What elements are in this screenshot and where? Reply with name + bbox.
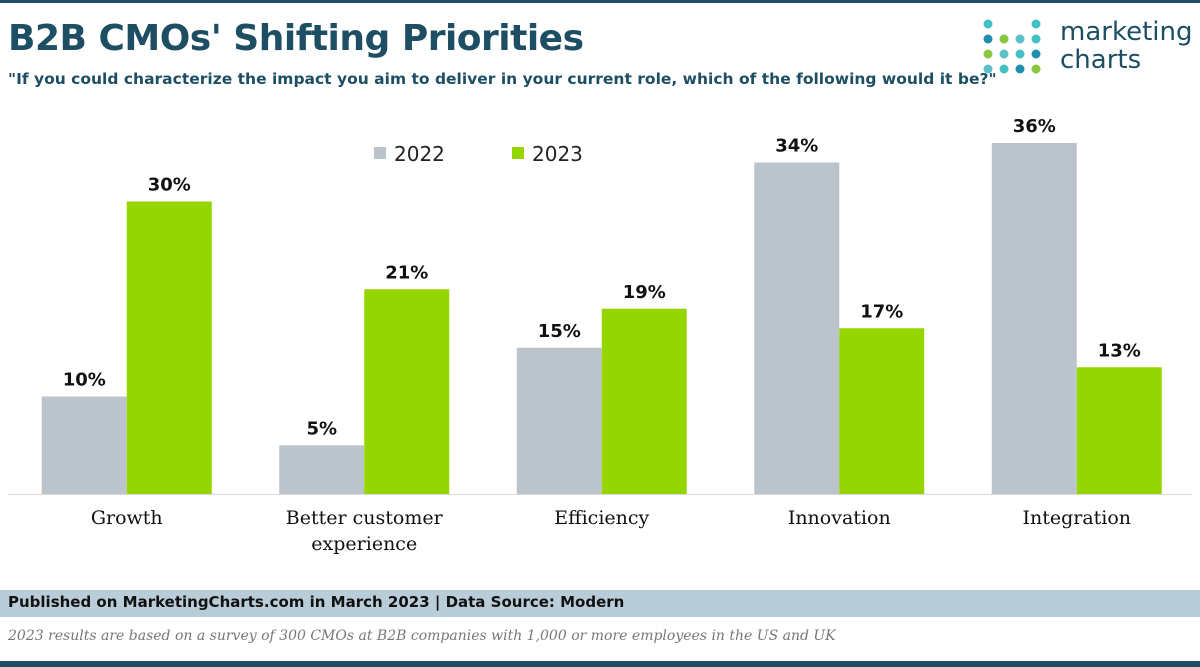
logo-dot (1015, 49, 1025, 59)
logo-dot (1015, 64, 1025, 74)
bar-2023-4 (1076, 367, 1162, 494)
logo-dot (983, 49, 993, 59)
logo-dot (1031, 34, 1041, 44)
category-label-3: Innovation (788, 507, 891, 529)
bar-2022-1 (279, 445, 365, 494)
top-border (0, 0, 1200, 3)
logo-dots-icon (983, 19, 1041, 74)
logo-dot (999, 64, 1009, 74)
chart-subtitle: "If you could characterize the impact yo… (8, 70, 997, 88)
legend-label-2022: 2022 (394, 142, 445, 166)
logo-dot (1015, 34, 1025, 44)
data-label-2023-4: 13% (1098, 340, 1141, 361)
bar-2022-4 (991, 143, 1077, 494)
logo-dot (1031, 64, 1041, 74)
legend-swatch-2023 (512, 147, 524, 159)
category-label-0: Growth (91, 507, 163, 529)
data-label-2022-2: 15% (538, 321, 581, 342)
logo-dot (983, 34, 993, 44)
bar-2023-2 (601, 308, 687, 494)
logo-line-1: marketing (1060, 17, 1193, 47)
legend-label-2023: 2023 (532, 142, 583, 166)
data-label-2022-4: 36% (1013, 116, 1056, 137)
category-label-4: Integration (1022, 507, 1131, 529)
category-label-2: Efficiency (554, 507, 649, 529)
logo-dot (1031, 49, 1041, 59)
data-label-2022-1: 5% (306, 418, 337, 439)
bar-2023-0 (126, 201, 212, 494)
logo-dot (1031, 19, 1041, 29)
bar-2022-3 (754, 162, 840, 494)
logo-dot (983, 64, 993, 74)
published-text: Published on MarketingCharts.com in Marc… (8, 593, 625, 611)
logo-line-2: charts (1060, 45, 1142, 75)
data-label-2022-0: 10% (63, 370, 106, 391)
data-label-2023-0: 30% (148, 175, 191, 196)
data-label-2023-2: 19% (623, 282, 666, 303)
logo-dot (999, 49, 1009, 59)
data-label-2023-1: 21% (385, 262, 428, 283)
logo-dot (999, 34, 1009, 44)
data-label-2022-3: 34% (775, 136, 818, 157)
survey-note: 2023 results are based on a survey of 30… (8, 628, 836, 644)
category-label-1: Better customer experience (286, 507, 444, 555)
data-label-2023-3: 17% (860, 301, 903, 322)
bar-2023-3 (839, 328, 925, 494)
legend-swatch-2022 (374, 147, 386, 159)
bar-2022-0 (41, 396, 127, 494)
logo-wordmark: marketing charts (1060, 18, 1192, 74)
chart-title: B2B CMOs' Shifting Priorities (8, 18, 584, 59)
bar-2023-1 (364, 289, 450, 494)
bar-2022-2 (516, 347, 602, 494)
logo-dot (983, 19, 993, 29)
bar-chart: 10% 30% Growth 5% 21% Better customer experien… (8, 116, 1192, 555)
bottom-border (0, 661, 1200, 667)
marketingcharts-logo[interactable]: marketing charts (982, 18, 1197, 78)
published-bar (0, 590, 1200, 617)
